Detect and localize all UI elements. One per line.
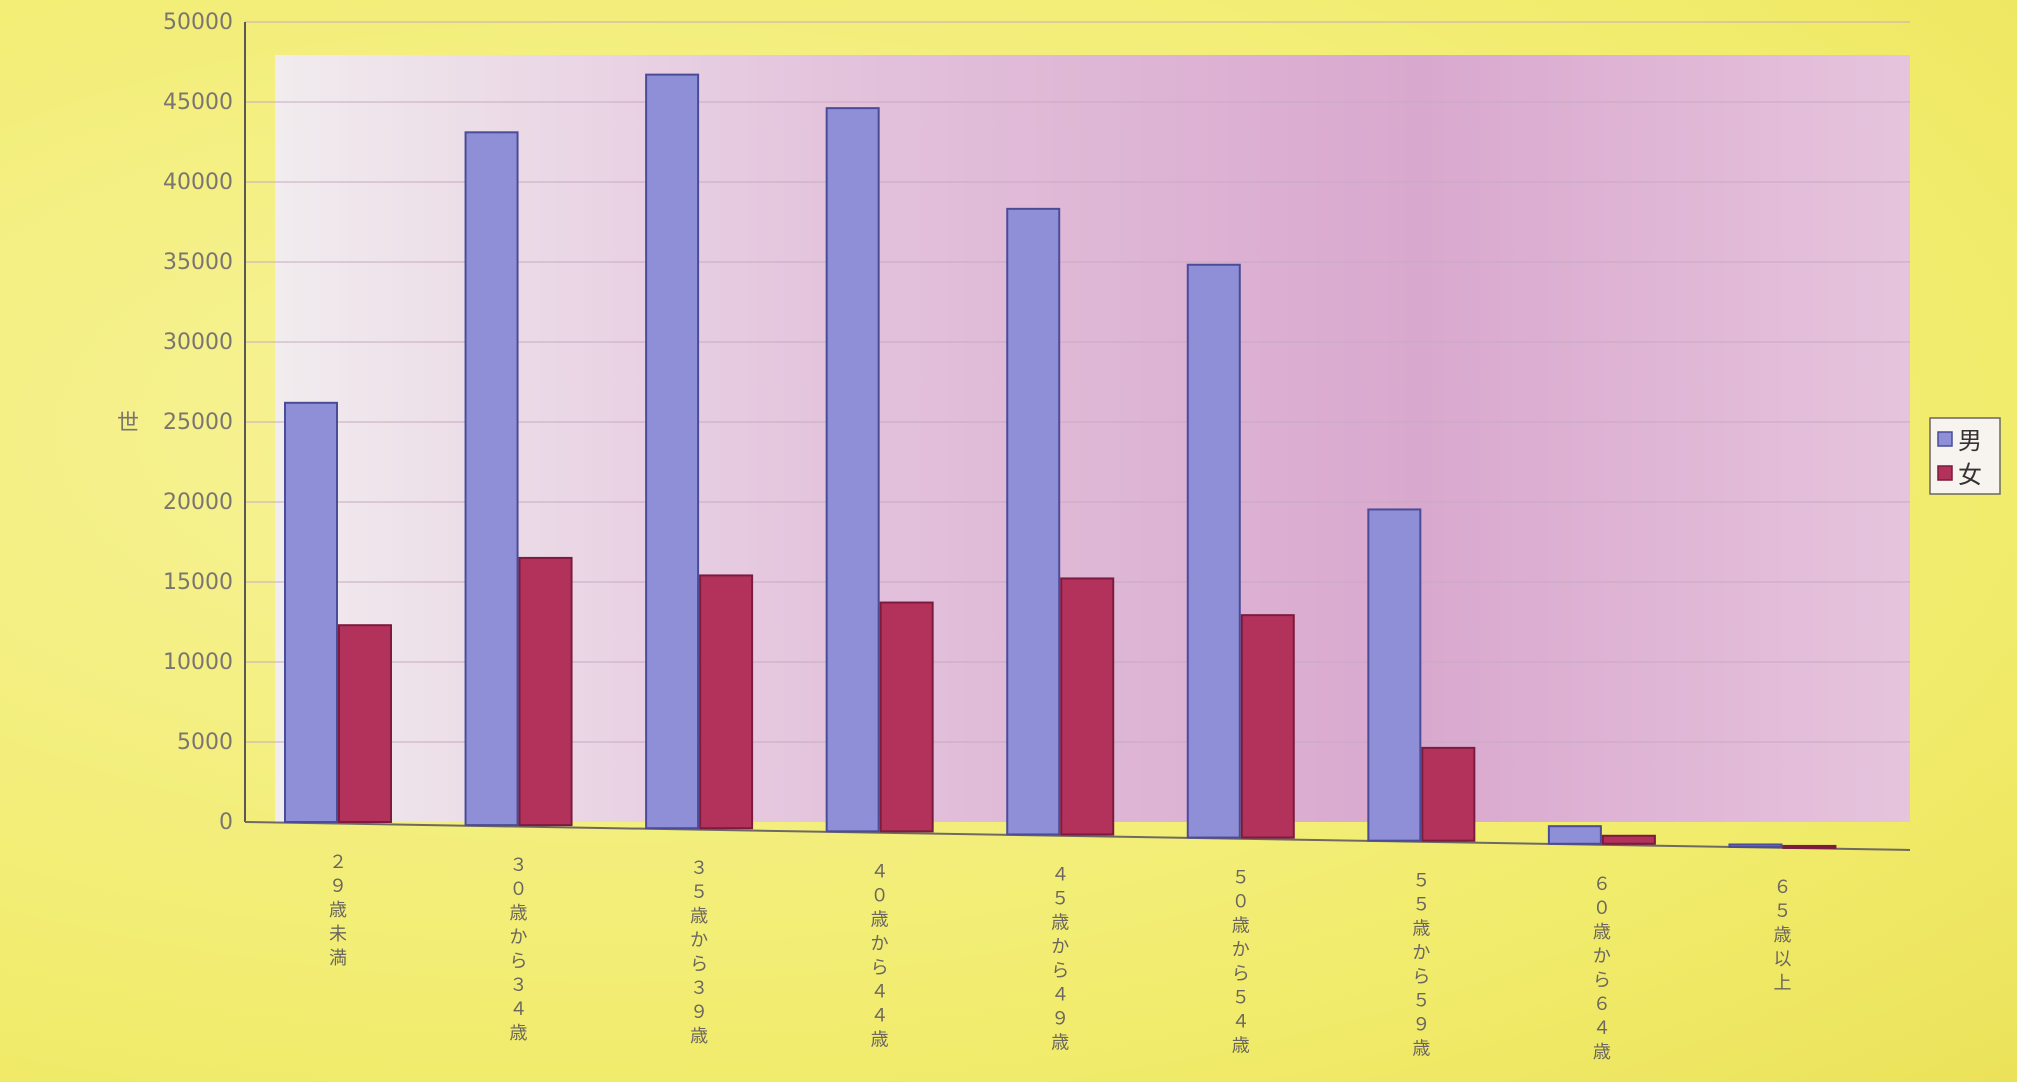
y-axis-unit-label: 世: [117, 411, 139, 436]
y-tick-label: 45000: [163, 90, 233, 115]
legend-swatch-male: [1937, 431, 1953, 447]
x-category-label: ５５歳から５９歳: [1412, 871, 1430, 1060]
bar-male: [284, 401, 338, 823]
x-category-label: ３０歳から３４歳: [510, 855, 528, 1044]
bar-male: [1547, 825, 1602, 845]
bar-female: [338, 624, 392, 824]
bar-male: [1006, 207, 1061, 836]
bar-female: [879, 601, 934, 833]
legend-box: [1929, 417, 2001, 495]
bar-female: [1240, 614, 1295, 839]
bar-male: [464, 131, 519, 827]
y-tick-label: 20000: [163, 490, 233, 515]
y-tick-label: 25000: [163, 410, 233, 435]
legend-label-female: 女: [1958, 461, 1982, 489]
bar-female: [1421, 746, 1476, 842]
x-category-label: ６０歳から６４歳: [1593, 874, 1611, 1063]
bar-male: [825, 107, 880, 833]
bar-male: [1186, 263, 1241, 839]
bar-female: [1060, 577, 1115, 836]
legend-swatch-female: [1937, 465, 1953, 481]
legend: 男 女: [1929, 417, 2001, 495]
bar-male: [1367, 508, 1422, 842]
bar-female: [518, 556, 573, 827]
x-category-label: ６５歳以上: [1773, 877, 1791, 994]
bars: [284, 73, 1837, 849]
x-category-label: ４０歳から４４歳: [871, 861, 889, 1050]
y-tick-label: 30000: [163, 330, 233, 355]
x-category-label: ４５歳から４９歳: [1051, 864, 1069, 1053]
bar-female: [1601, 834, 1656, 845]
x-category-label: ３５歳から３９歳: [690, 858, 708, 1047]
y-tick-label: 5000: [177, 730, 233, 755]
y-axis-ticks: 0 5000 10000 15000 20000 25000 30000 35000 40000…: [163, 10, 233, 835]
bar-male: [645, 73, 700, 830]
bar-female: [1782, 844, 1837, 849]
x-axis-line: [244, 821, 1911, 851]
legend-label-male: 男: [1958, 427, 1982, 455]
x-category-label: ２９歳未満: [329, 852, 347, 969]
x-axis-category-labels: ２９歳未満 ３０歳から３４歳 ３５歳から３９歳 ４０歳から４４歳 ４５歳から４９歳 ５０歳…: [329, 852, 1791, 1063]
x-category-label: ５０歳から５４歳: [1232, 868, 1250, 1057]
y-tick-label: 40000: [163, 170, 233, 195]
bar-female: [699, 574, 754, 830]
bar-male: [1728, 843, 1783, 848]
y-tick-label: 0: [219, 810, 233, 835]
y-tick-label: 35000: [163, 250, 233, 275]
y-tick-label: 50000: [163, 10, 233, 35]
y-tick-label: 10000: [163, 650, 233, 675]
y-tick-label: 15000: [163, 570, 233, 595]
